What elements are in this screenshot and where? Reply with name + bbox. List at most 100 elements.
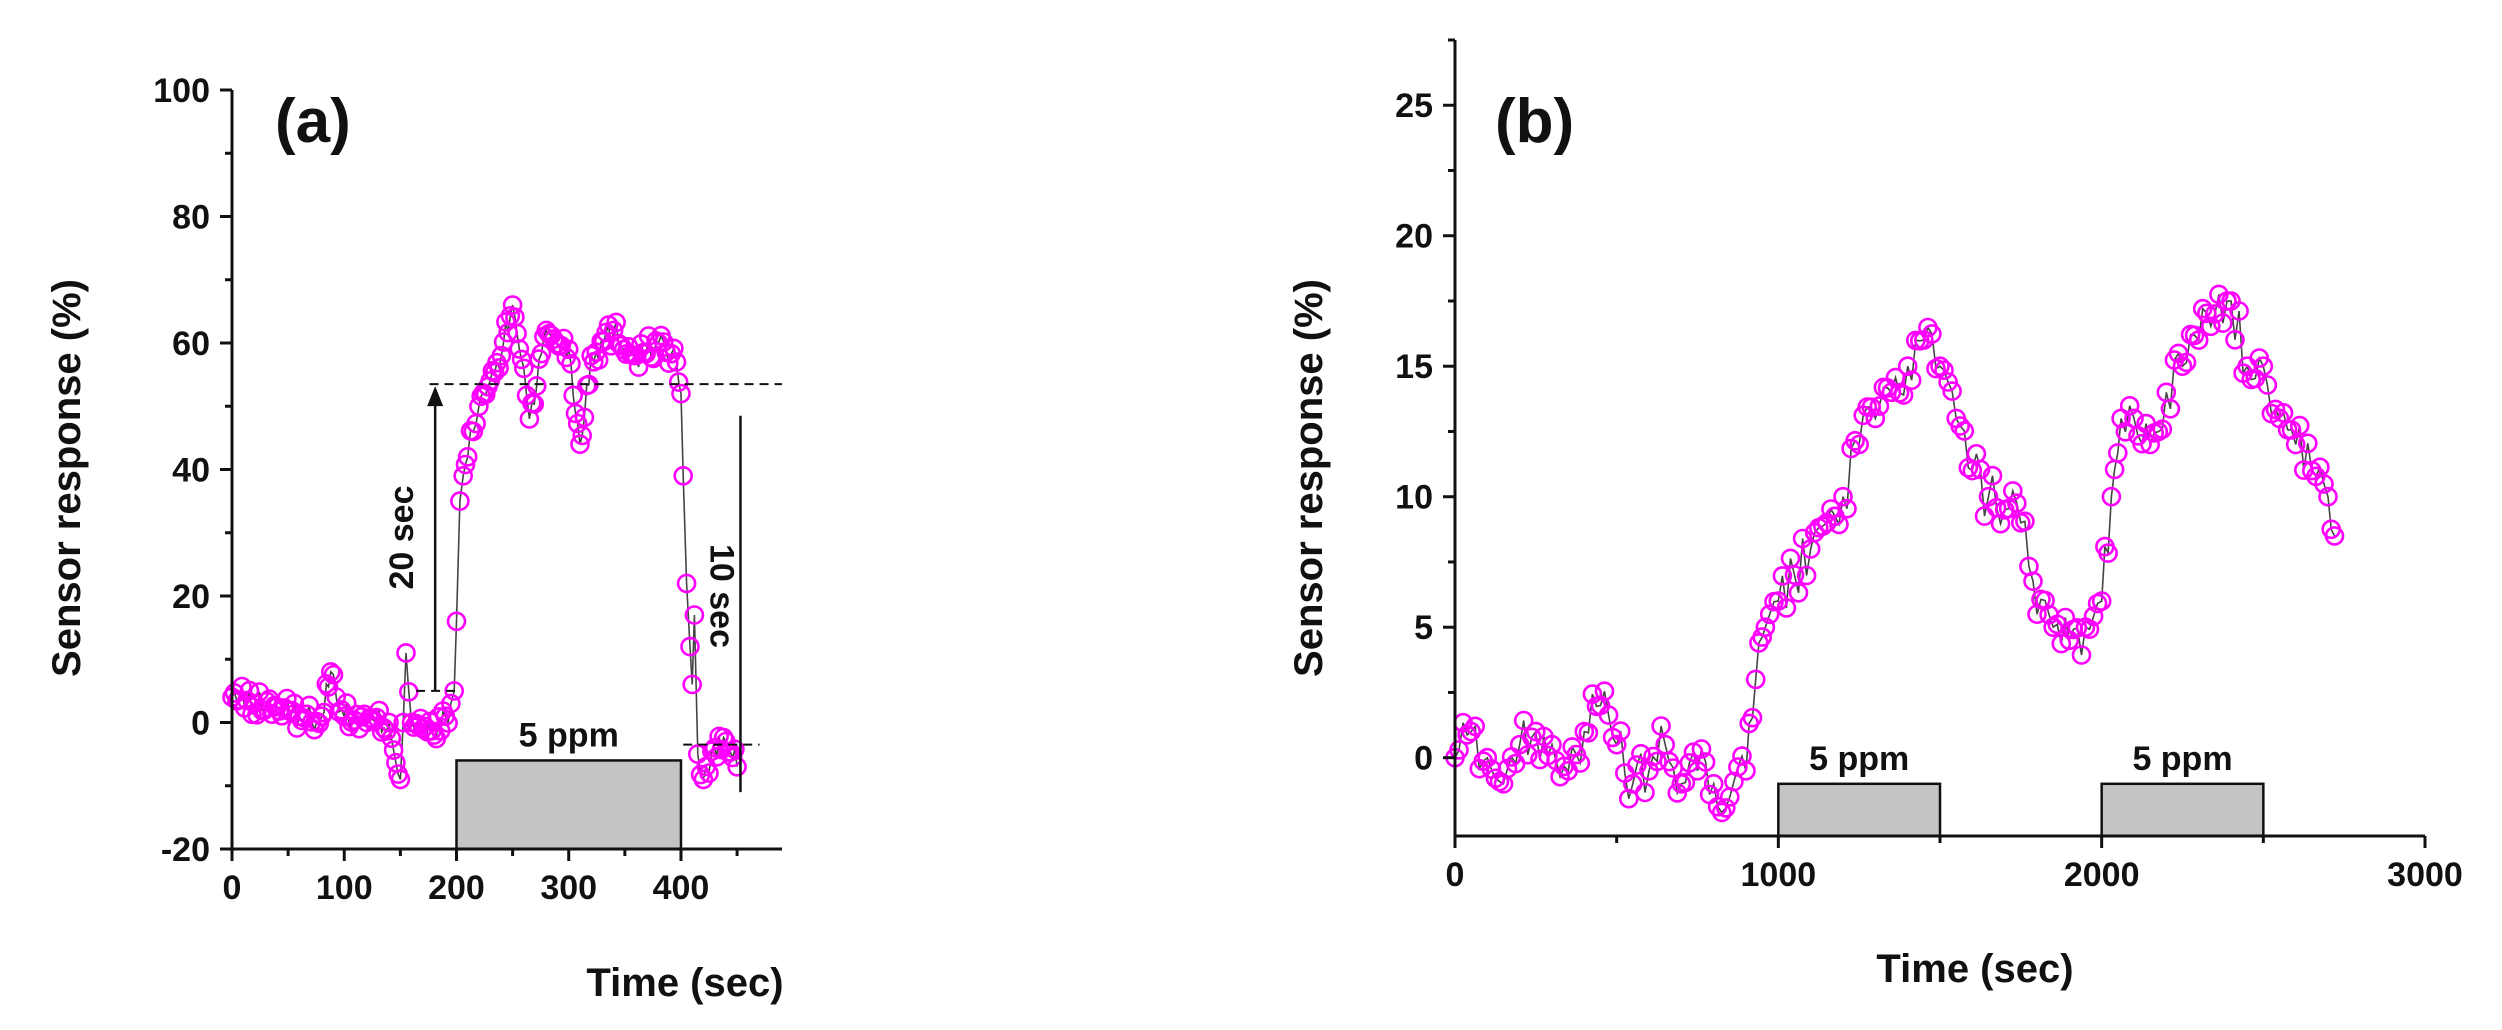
data-point	[2152, 419, 2173, 440]
data-point	[606, 312, 626, 333]
y-tick-label-a: 100	[153, 72, 210, 110]
data-point	[2007, 493, 2027, 514]
data-point	[489, 358, 509, 378]
x-axis-title-a: Time (sec)	[586, 961, 783, 1005]
data-point	[1982, 465, 2003, 486]
data-point	[284, 693, 305, 714]
x-tick-label-a: 0	[223, 869, 242, 907]
data-point	[369, 700, 390, 721]
y-tick-label-a: 0	[191, 705, 210, 743]
data-point	[2115, 421, 2136, 442]
axes-a: 0 100 200 300 400 -20 0 20 40 60 80 100	[153, 72, 782, 907]
data-point	[2067, 618, 2088, 638]
gas-bar-b-0	[1777, 782, 1942, 838]
data-point	[673, 465, 694, 486]
data-point	[727, 756, 747, 777]
data-point	[570, 434, 590, 455]
data-point	[1833, 486, 1853, 507]
data-point	[2035, 590, 2055, 611]
data-point	[1776, 598, 1797, 618]
y-tick-label-b: 0	[1414, 740, 1433, 778]
data-point	[524, 394, 545, 414]
data-point	[664, 338, 684, 359]
data-point	[323, 664, 344, 685]
data-point	[1772, 566, 1793, 586]
data-point	[2098, 543, 2118, 563]
data-point	[1712, 802, 1732, 823]
data-point	[351, 706, 372, 727]
data-point	[565, 403, 586, 424]
data-point	[1752, 627, 1772, 647]
data-point	[475, 384, 496, 405]
data-point	[493, 332, 514, 352]
chart-panel-b: 5 ppm 5 ppm 0 1000 2000 3000 0 5 10 15 20 25 (b) T…	[1287, 38, 2463, 991]
data-point	[450, 491, 470, 511]
data-point	[513, 358, 534, 379]
data-point	[383, 740, 404, 760]
y-tick-label-b: 25	[1395, 87, 1433, 125]
data-point	[693, 769, 714, 790]
data-point	[1845, 430, 1865, 451]
data-point	[2023, 571, 2043, 592]
x-tick-label-a: 100	[316, 869, 373, 907]
data-point	[2213, 313, 2233, 333]
data-point	[2184, 325, 2205, 346]
data-point	[1610, 721, 1631, 741]
data-point	[2079, 619, 2100, 640]
gas-bar-b-1	[2100, 782, 2265, 838]
data-point	[553, 328, 574, 349]
data-point	[1849, 434, 1869, 455]
data-point	[1829, 514, 1849, 535]
chart-panel-a: 5 ppm 20 sec 10 sec 0 100 200 300 400 -20 0 20 40…	[45, 72, 784, 1005]
data-point	[1954, 421, 1975, 441]
data-point	[676, 573, 697, 594]
data-point	[1934, 360, 1954, 381]
data-point	[603, 320, 624, 341]
data-point	[438, 713, 458, 733]
data-point	[2298, 433, 2318, 454]
data-point	[1942, 381, 1962, 401]
connecting-trace-b	[1454, 294, 2336, 814]
data-point	[1865, 408, 1886, 429]
data-point	[1651, 716, 1671, 736]
annotations-a: 20 sec 10 sec	[383, 383, 782, 793]
gas-bar-label-a-0: 5 ppm	[519, 716, 619, 754]
data-point	[491, 345, 512, 366]
data-point	[1695, 752, 1716, 772]
y-tick-label-b: 10	[1395, 479, 1433, 517]
x-tick-label-b: 2000	[2064, 856, 2140, 894]
data-point	[2172, 356, 2193, 377]
data-point	[326, 687, 347, 707]
data-point	[1745, 669, 1766, 690]
data-point	[336, 693, 357, 713]
x-tick-label-a: 400	[653, 869, 710, 907]
data-point	[699, 763, 719, 783]
x-tick-label-b: 1000	[1741, 856, 1817, 894]
y-tick-label-b: 20	[1395, 218, 1433, 256]
data-point	[1759, 604, 1780, 625]
data-point	[1518, 744, 1538, 765]
y-tick-label-a: 20	[172, 578, 210, 616]
data-point	[574, 407, 595, 428]
data-point	[444, 681, 465, 701]
data-point	[1635, 782, 1655, 803]
data-point	[680, 636, 700, 657]
data-point	[2188, 330, 2209, 350]
data-points-b	[1445, 284, 2345, 823]
data-point	[239, 680, 260, 701]
data-point	[2160, 398, 2181, 419]
data-point	[1938, 372, 1958, 392]
y-tick-label-a: 40	[172, 452, 210, 490]
data-point	[682, 674, 703, 695]
data-point	[588, 350, 609, 370]
data-point	[2119, 395, 2140, 416]
series-trace-b	[1454, 294, 2336, 814]
x-tick-label-b: 0	[1446, 856, 1465, 894]
data-point	[2015, 511, 2035, 532]
data-point	[453, 465, 474, 486]
data-point	[484, 362, 505, 383]
x-tick-label-b: 3000	[2387, 856, 2463, 894]
data-point	[2285, 434, 2306, 455]
data-point	[2257, 375, 2278, 395]
